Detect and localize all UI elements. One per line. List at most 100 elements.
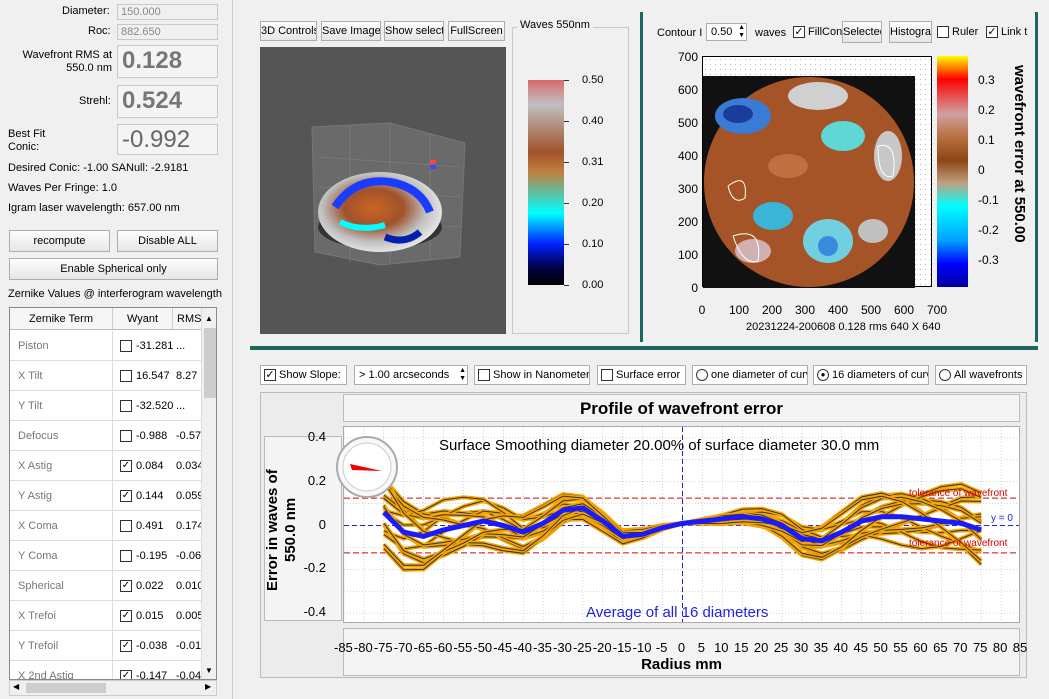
- scroll-thumb[interactable]: [204, 328, 216, 398]
- table-vscrollbar[interactable]: ▲ ▼: [201, 308, 216, 679]
- contour-plot[interactable]: [702, 56, 932, 288]
- compass-icon[interactable]: [338, 438, 396, 496]
- 3d-controls-button[interactable]: 3D Controls: [260, 21, 317, 41]
- table-row[interactable]: Spherical ✓ 0.022 0.010: [10, 571, 216, 601]
- slope-compass[interactable]: [336, 436, 398, 498]
- legend-tick-mark: [564, 285, 569, 286]
- show-slope-box[interactable]: ✓: [264, 369, 276, 381]
- strehl-label: Strehl:: [79, 95, 111, 107]
- contour-interval-spinbox[interactable]: 0.50 ▲ ▼: [706, 23, 747, 41]
- save-image-button[interactable]: Save Image: [321, 21, 381, 41]
- zernike-term-checkbox[interactable]: ✓: [120, 670, 132, 680]
- table-row[interactable]: Piston -31.281...: [10, 331, 216, 361]
- surface-error-box[interactable]: [601, 369, 613, 381]
- scroll-up-icon[interactable]: ▲: [205, 314, 213, 323]
- legend-tick-mark: [564, 162, 569, 163]
- zernike-term-checkbox[interactable]: [120, 520, 132, 532]
- zernike-rms-value: -0.01: [176, 640, 202, 652]
- zernike-term-checkbox[interactable]: ✓: [120, 490, 132, 502]
- recompute-button[interactable]: recompute: [9, 230, 110, 252]
- arcsec-spinbox[interactable]: > 1.00 arcseconds ▲ ▼: [354, 365, 468, 385]
- ruler-checkbox[interactable]: Ruler: [934, 23, 982, 41]
- table-row[interactable]: Y Coma -0.195 -0.06: [10, 541, 216, 571]
- table-row[interactable]: Y Trefoil ✓ -0.038 -0.01: [10, 631, 216, 661]
- fillcontour-checkbox[interactable]: ✓FillContour: [790, 23, 842, 41]
- table-hscrollbar[interactable]: ◀ ▶: [9, 680, 217, 696]
- show-slope-label: Show Slope:: [279, 369, 341, 381]
- contour-xtick: 600: [894, 303, 915, 317]
- profile-xtick: 25: [773, 640, 789, 655]
- zernike-term-checkbox[interactable]: [120, 430, 132, 442]
- table-row[interactable]: X Tilt 16.547 8.27: [10, 361, 216, 391]
- contour-map-svg[interactable]: [703, 76, 915, 288]
- scroll-down-icon[interactable]: ▼: [205, 666, 213, 675]
- table-row[interactable]: X Astig ✓ 0.084 0.034: [10, 451, 216, 481]
- disable-all-button[interactable]: Disable ALL: [117, 230, 218, 252]
- zernike-term-checkbox[interactable]: [120, 400, 132, 412]
- profile-xtick: -80: [353, 640, 373, 655]
- sixteen-diameters-radio[interactable]: ● 16 diameters of curve: [813, 365, 929, 385]
- zernike-term-checkbox[interactable]: [120, 550, 132, 562]
- zernike-term-checkbox[interactable]: ✓: [120, 610, 132, 622]
- histogram-button[interactable]: Histogram: [889, 21, 932, 43]
- link-checkbox[interactable]: ✓ Link t: [983, 23, 1033, 41]
- profile-plot-area[interactable]: [343, 426, 1020, 623]
- profile-xtick: 20: [753, 640, 769, 655]
- profile-xtick: -25: [572, 640, 592, 655]
- zernike-rms-value: 8.27: [176, 370, 198, 382]
- ruler-box[interactable]: [937, 26, 949, 38]
- show-slope-checkbox[interactable]: ✓ Show Slope:: [260, 365, 347, 385]
- one-diameter-radio[interactable]: one diameter of curve: [692, 365, 808, 385]
- table-row[interactable]: X Trefoi ✓ 0.015 0.005: [10, 601, 216, 631]
- 3d-surface-view[interactable]: [260, 47, 506, 334]
- table-row[interactable]: Y Astig ✓ 0.144 0.059: [10, 481, 216, 511]
- zernike-term-checkbox[interactable]: [120, 340, 132, 352]
- nanometers-checkbox[interactable]: Show in Nanometers: [474, 365, 590, 385]
- hscroll-thumb[interactable]: [26, 683, 106, 693]
- table-row[interactable]: X Coma 0.491 0.174: [10, 511, 216, 541]
- table-row[interactable]: Y Tilt -32.520...: [10, 391, 216, 421]
- enable-spherical-button[interactable]: Enable Spherical only: [9, 258, 218, 280]
- profile-xtick: 85: [1012, 640, 1028, 655]
- zernike-term-checkbox[interactable]: ✓: [120, 640, 132, 652]
- arcsec-spin-icon[interactable]: ▲ ▼: [459, 367, 466, 382]
- selected-wavefront-button[interactable]: Selected W: [842, 21, 882, 43]
- splitter-vertical[interactable]: [640, 12, 643, 342]
- one-diameter-radio-icon[interactable]: [696, 369, 708, 381]
- diameter-field: 150.000: [117, 4, 218, 20]
- splitter-right[interactable]: [1035, 12, 1038, 342]
- zernike-term-checkbox[interactable]: ✓: [120, 580, 132, 592]
- splitter-horizontal[interactable]: [250, 346, 1038, 350]
- zernike-rms-value: 0.005: [176, 610, 204, 622]
- zernike-table[interactable]: Zernike Term Wyant RMS Piston -31.281... X…: [9, 307, 217, 680]
- contour-ytick: 400: [677, 149, 698, 163]
- spin-arrows-icon[interactable]: ▲ ▼: [738, 24, 745, 39]
- col-header-term[interactable]: Zernike Term: [10, 308, 113, 330]
- col-header-wyant[interactable]: Wyant: [113, 308, 173, 330]
- zernike-term-name: Y Trefoil: [10, 631, 113, 661]
- zernike-term-checkbox[interactable]: [120, 370, 132, 382]
- zernike-term-checkbox[interactable]: ✓: [120, 460, 132, 472]
- table-row[interactable]: Defocus -0.988 -0.57: [10, 421, 216, 451]
- contour-interval-value[interactable]: 0.50: [711, 26, 733, 38]
- zernike-rms-value: -0.04: [176, 670, 202, 680]
- legend-tick-mark: [564, 244, 569, 245]
- profile-xtick: 75: [972, 640, 988, 655]
- zernike-wyant-value: 0.015: [136, 610, 164, 622]
- nanometers-box[interactable]: [478, 369, 490, 381]
- scroll-right-icon[interactable]: ▶: [205, 682, 212, 691]
- table-row[interactable]: X 2nd Astig ✓ -0.147 -0.04: [10, 661, 216, 680]
- fullscreen-button[interactable]: FullScreen: [448, 21, 505, 41]
- fillcontour-box[interactable]: ✓: [793, 26, 805, 38]
- rms-value: 0.128: [117, 45, 218, 78]
- all-wavefronts-radio[interactable]: All wavefronts: [935, 365, 1027, 385]
- scroll-left-icon[interactable]: ◀: [13, 682, 20, 691]
- profile-svg[interactable]: [344, 427, 1020, 623]
- arcsec-value[interactable]: > 1.00 arcseconds: [359, 369, 450, 381]
- sixteen-diameters-radio-icon[interactable]: ●: [817, 369, 829, 381]
- all-wavefronts-radio-icon[interactable]: [939, 369, 951, 381]
- show-selected-button[interactable]: Show selected: [384, 21, 444, 41]
- surface-error-checkbox[interactable]: Surface error: [597, 365, 686, 385]
- link-box[interactable]: ✓: [986, 26, 998, 38]
- 3d-plot-svg[interactable]: [260, 47, 506, 334]
